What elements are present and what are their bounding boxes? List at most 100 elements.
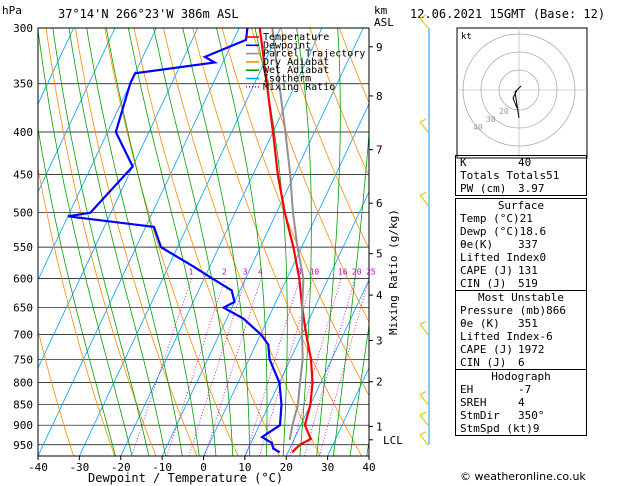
- wind-barb-flag: [419, 14, 427, 19]
- row-label: PW (cm): [460, 182, 507, 195]
- isotherm-line: [79, 28, 281, 456]
- hodograph-ring-label: 30: [486, 115, 496, 124]
- wind-barbs: [419, 14, 430, 446]
- wet-adiabat: [86, 28, 183, 456]
- axes: 3003504004505005506006507007508008509009…: [13, 22, 403, 474]
- dry-adiabat: [251, 28, 369, 323]
- mixing-ratio-line: [259, 278, 313, 456]
- table-row: Temp (°C) 21: [456, 212, 586, 225]
- pressure-tick-label: 650: [13, 302, 33, 315]
- isotherm-line: [161, 28, 364, 456]
- mixing-ratio-label: 20: [352, 268, 362, 277]
- row-label: CIN (J): [460, 277, 507, 290]
- dry-adiabat: [75, 28, 198, 456]
- height-tick-label: LCL: [383, 434, 403, 447]
- row-label: StmDir: [460, 409, 500, 422]
- x-axis-label: Dewpoint / Temperature (°C): [88, 471, 283, 485]
- temperature-tick-label: -20: [111, 461, 131, 474]
- temperature-tick-label: 30: [321, 461, 334, 474]
- isotherm-line: [285, 278, 369, 456]
- wet-adiabat: [254, 28, 288, 456]
- wind-barb: [419, 394, 429, 405]
- row-value: 131: [518, 264, 538, 277]
- diagram-grid: [38, 28, 369, 456]
- pressure-tick-label: 700: [13, 328, 33, 341]
- mixing-ratio-label: 3: [243, 268, 248, 277]
- table-row: θe (K) 351: [456, 317, 586, 330]
- wind-barb: [419, 323, 429, 335]
- row-value: 350°: [518, 409, 545, 422]
- wet-adiabat: [105, 28, 200, 456]
- asl-label: ASL: [374, 16, 394, 29]
- hodograph-ring-label: 20: [499, 107, 509, 116]
- row-value: 51: [546, 169, 560, 182]
- table-row: CAPE (J) 131: [456, 264, 586, 277]
- height-tick-label: 2: [376, 376, 383, 389]
- height-tick-label: 3: [376, 334, 383, 347]
- mixing-ratio-line: [131, 278, 192, 456]
- row-value: 18.6: [519, 225, 547, 238]
- wet-adiabat: [38, 28, 133, 456]
- row-label: CAPE (J): [460, 343, 513, 356]
- table-row: CIN (J) 519: [456, 277, 586, 290]
- dry-adiabat: [45, 28, 157, 456]
- row-value: 1972: [518, 343, 545, 356]
- row-value: 40: [518, 156, 532, 169]
- mixing-ratio-label: 16: [338, 268, 348, 277]
- wet-adiabat: [182, 28, 251, 456]
- wind-barb: [419, 121, 429, 133]
- row-value: 9: [532, 422, 540, 435]
- row-label: SREH: [460, 396, 487, 409]
- most-unstable-title: Most Unstable: [456, 290, 586, 304]
- row-value: 4: [518, 396, 525, 409]
- wet-adiabat: [128, 28, 217, 456]
- pressure-tick-label: 500: [13, 207, 33, 220]
- dry-adiabat: [104, 28, 239, 456]
- copyright: © weatheronline.co.uk: [460, 470, 586, 483]
- table-row: PW (cm) 3.97: [456, 182, 586, 195]
- hodograph-trace: [512, 85, 522, 119]
- wind-barb-flag: [419, 391, 427, 396]
- mixing-ratio-label: 4: [258, 268, 263, 277]
- isotherm-line: [203, 102, 369, 456]
- mixing-ratio-label: 25: [366, 268, 376, 277]
- wet-adiabat: [68, 28, 166, 456]
- dry-adiabat: [133, 28, 280, 456]
- wet-adiabat: [333, 128, 369, 456]
- wet-adiabat: [296, 28, 312, 456]
- mixing-ratio-axis-label: Mixing Ratio (g/kg): [387, 209, 400, 335]
- row-value: 866: [546, 304, 566, 317]
- row-label: K: [460, 156, 467, 169]
- pressure-tick-label: 600: [13, 273, 33, 286]
- row-value: -6: [539, 330, 553, 343]
- temperature-tick-label: 20: [280, 461, 293, 474]
- wet-adiabat: [153, 28, 234, 456]
- mixing-ratio-label: 1: [188, 268, 193, 277]
- indices-table: K 40 Totals Totals 51 PW (cm) 3.97: [455, 155, 587, 196]
- hodograph-ring-label: 40: [473, 123, 483, 132]
- row-value: 351: [518, 317, 538, 330]
- temperature-tick-label: 40: [362, 461, 375, 474]
- table-row: K 40: [456, 156, 586, 169]
- legend-label: Dewpoint: [263, 40, 311, 51]
- annotations: 1 2 3 4 8 10 16 20 25: [188, 268, 375, 277]
- parcel-trajectory-line: [271, 28, 305, 440]
- row-label: Dewp (°C): [460, 225, 520, 238]
- legend-label: Dry Adiabat: [263, 57, 329, 68]
- legend-label: Parcel Trajectory: [263, 49, 365, 60]
- row-label: θe (K): [460, 317, 500, 330]
- km-label: km: [374, 4, 388, 17]
- surface-title: Surface: [497, 199, 545, 212]
- pressure-tick-label: 900: [13, 419, 33, 432]
- hodograph-kt-label: kt: [461, 32, 472, 42]
- wet-adiabat: [52, 28, 150, 456]
- pressure-tick-label: 450: [13, 169, 33, 182]
- legend-label: Temperature: [263, 32, 329, 43]
- dry-adiabat: [38, 166, 116, 456]
- isotherm-line: [38, 28, 240, 456]
- table-row: CIN (J) 6: [456, 356, 586, 369]
- table-row: StmSpd (kt) 9: [456, 422, 586, 435]
- isotherm-line: [38, 28, 75, 105]
- isotherm-line: [327, 367, 369, 456]
